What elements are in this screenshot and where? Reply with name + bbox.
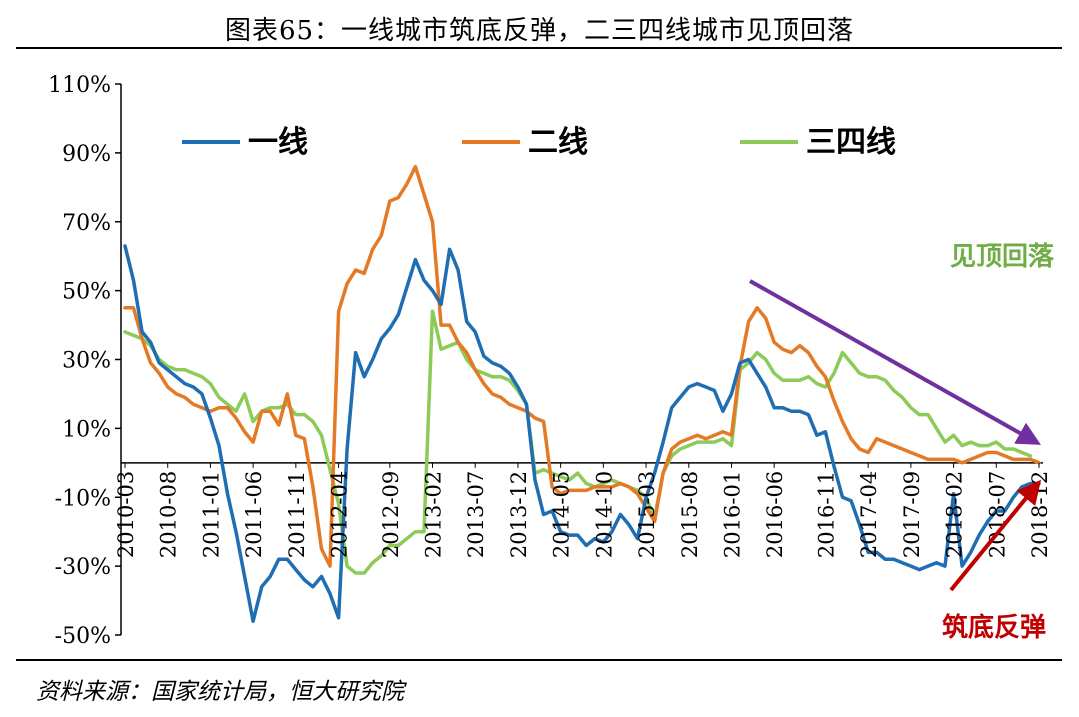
y-tick-label: 10%	[62, 417, 111, 442]
rebound-arrow	[949, 479, 1042, 592]
y-tick-label: 50%	[62, 280, 111, 305]
x-tick-label: 2016-01	[720, 471, 744, 558]
x-tick-label: 2018-12	[1028, 471, 1052, 558]
series-line-tier34	[123, 309, 1033, 575]
x-tick-label: 2017-04	[857, 471, 881, 558]
x-tick-label: 2014-05	[550, 471, 574, 558]
y-tick-label: 110%	[48, 73, 111, 98]
x-tick-label: 2010-08	[157, 471, 181, 558]
x-tick-label: 2018-02	[943, 471, 967, 558]
x-tick-label: 2011-01	[199, 471, 223, 558]
y-tick-label: 90%	[62, 142, 111, 167]
bottom-rule	[16, 659, 1062, 661]
x-tick-label: 2015-08	[678, 471, 702, 558]
x-tick-label: 2011-11	[285, 471, 309, 558]
decline-arrow	[749, 279, 1041, 445]
x-tick-label: 2012-04	[328, 471, 352, 558]
series-line-tier1	[123, 244, 1041, 623]
x-tick-label: 2010-03	[114, 471, 138, 558]
y-tick-label: 30%	[62, 349, 111, 374]
series-line-tier2	[123, 164, 1041, 568]
x-tick-label: 2012-09	[379, 471, 403, 558]
legend-label-tier34: 三四线	[806, 125, 896, 160]
annotation-peak: 见顶回落	[950, 242, 1055, 272]
y-tick-label: -10%	[55, 486, 111, 511]
x-tick-label: 2017-09	[900, 471, 924, 558]
x-tick-label: 2011-06	[242, 471, 266, 558]
x-tick-label: 2013-07	[464, 471, 488, 558]
y-tick-label: 70%	[62, 211, 111, 236]
chart-title: 图表65：一线城市筑底反弹，二三四线城市见顶回落	[224, 16, 855, 46]
annotation-bottom: 筑底反弹	[942, 612, 1046, 643]
x-tick-label: 2016-06	[763, 471, 787, 558]
legend-label-tier1: 一线	[248, 125, 308, 160]
x-tick-label: 2013-12	[507, 471, 531, 558]
x-tick-label: 2014-10	[592, 471, 616, 558]
y-tick-label: -30%	[55, 555, 111, 580]
legend-label-tier2: 二线	[528, 125, 588, 160]
x-tick-label: 2013-02	[422, 471, 446, 558]
x-tick-label: 2016-11	[814, 471, 838, 558]
source-note: 资料来源：国家统计局，恒大研究院	[36, 679, 404, 705]
x-tick-label: 2015-03	[635, 471, 659, 558]
top-rule	[16, 47, 1062, 49]
y-tick-label: -50%	[55, 624, 111, 649]
